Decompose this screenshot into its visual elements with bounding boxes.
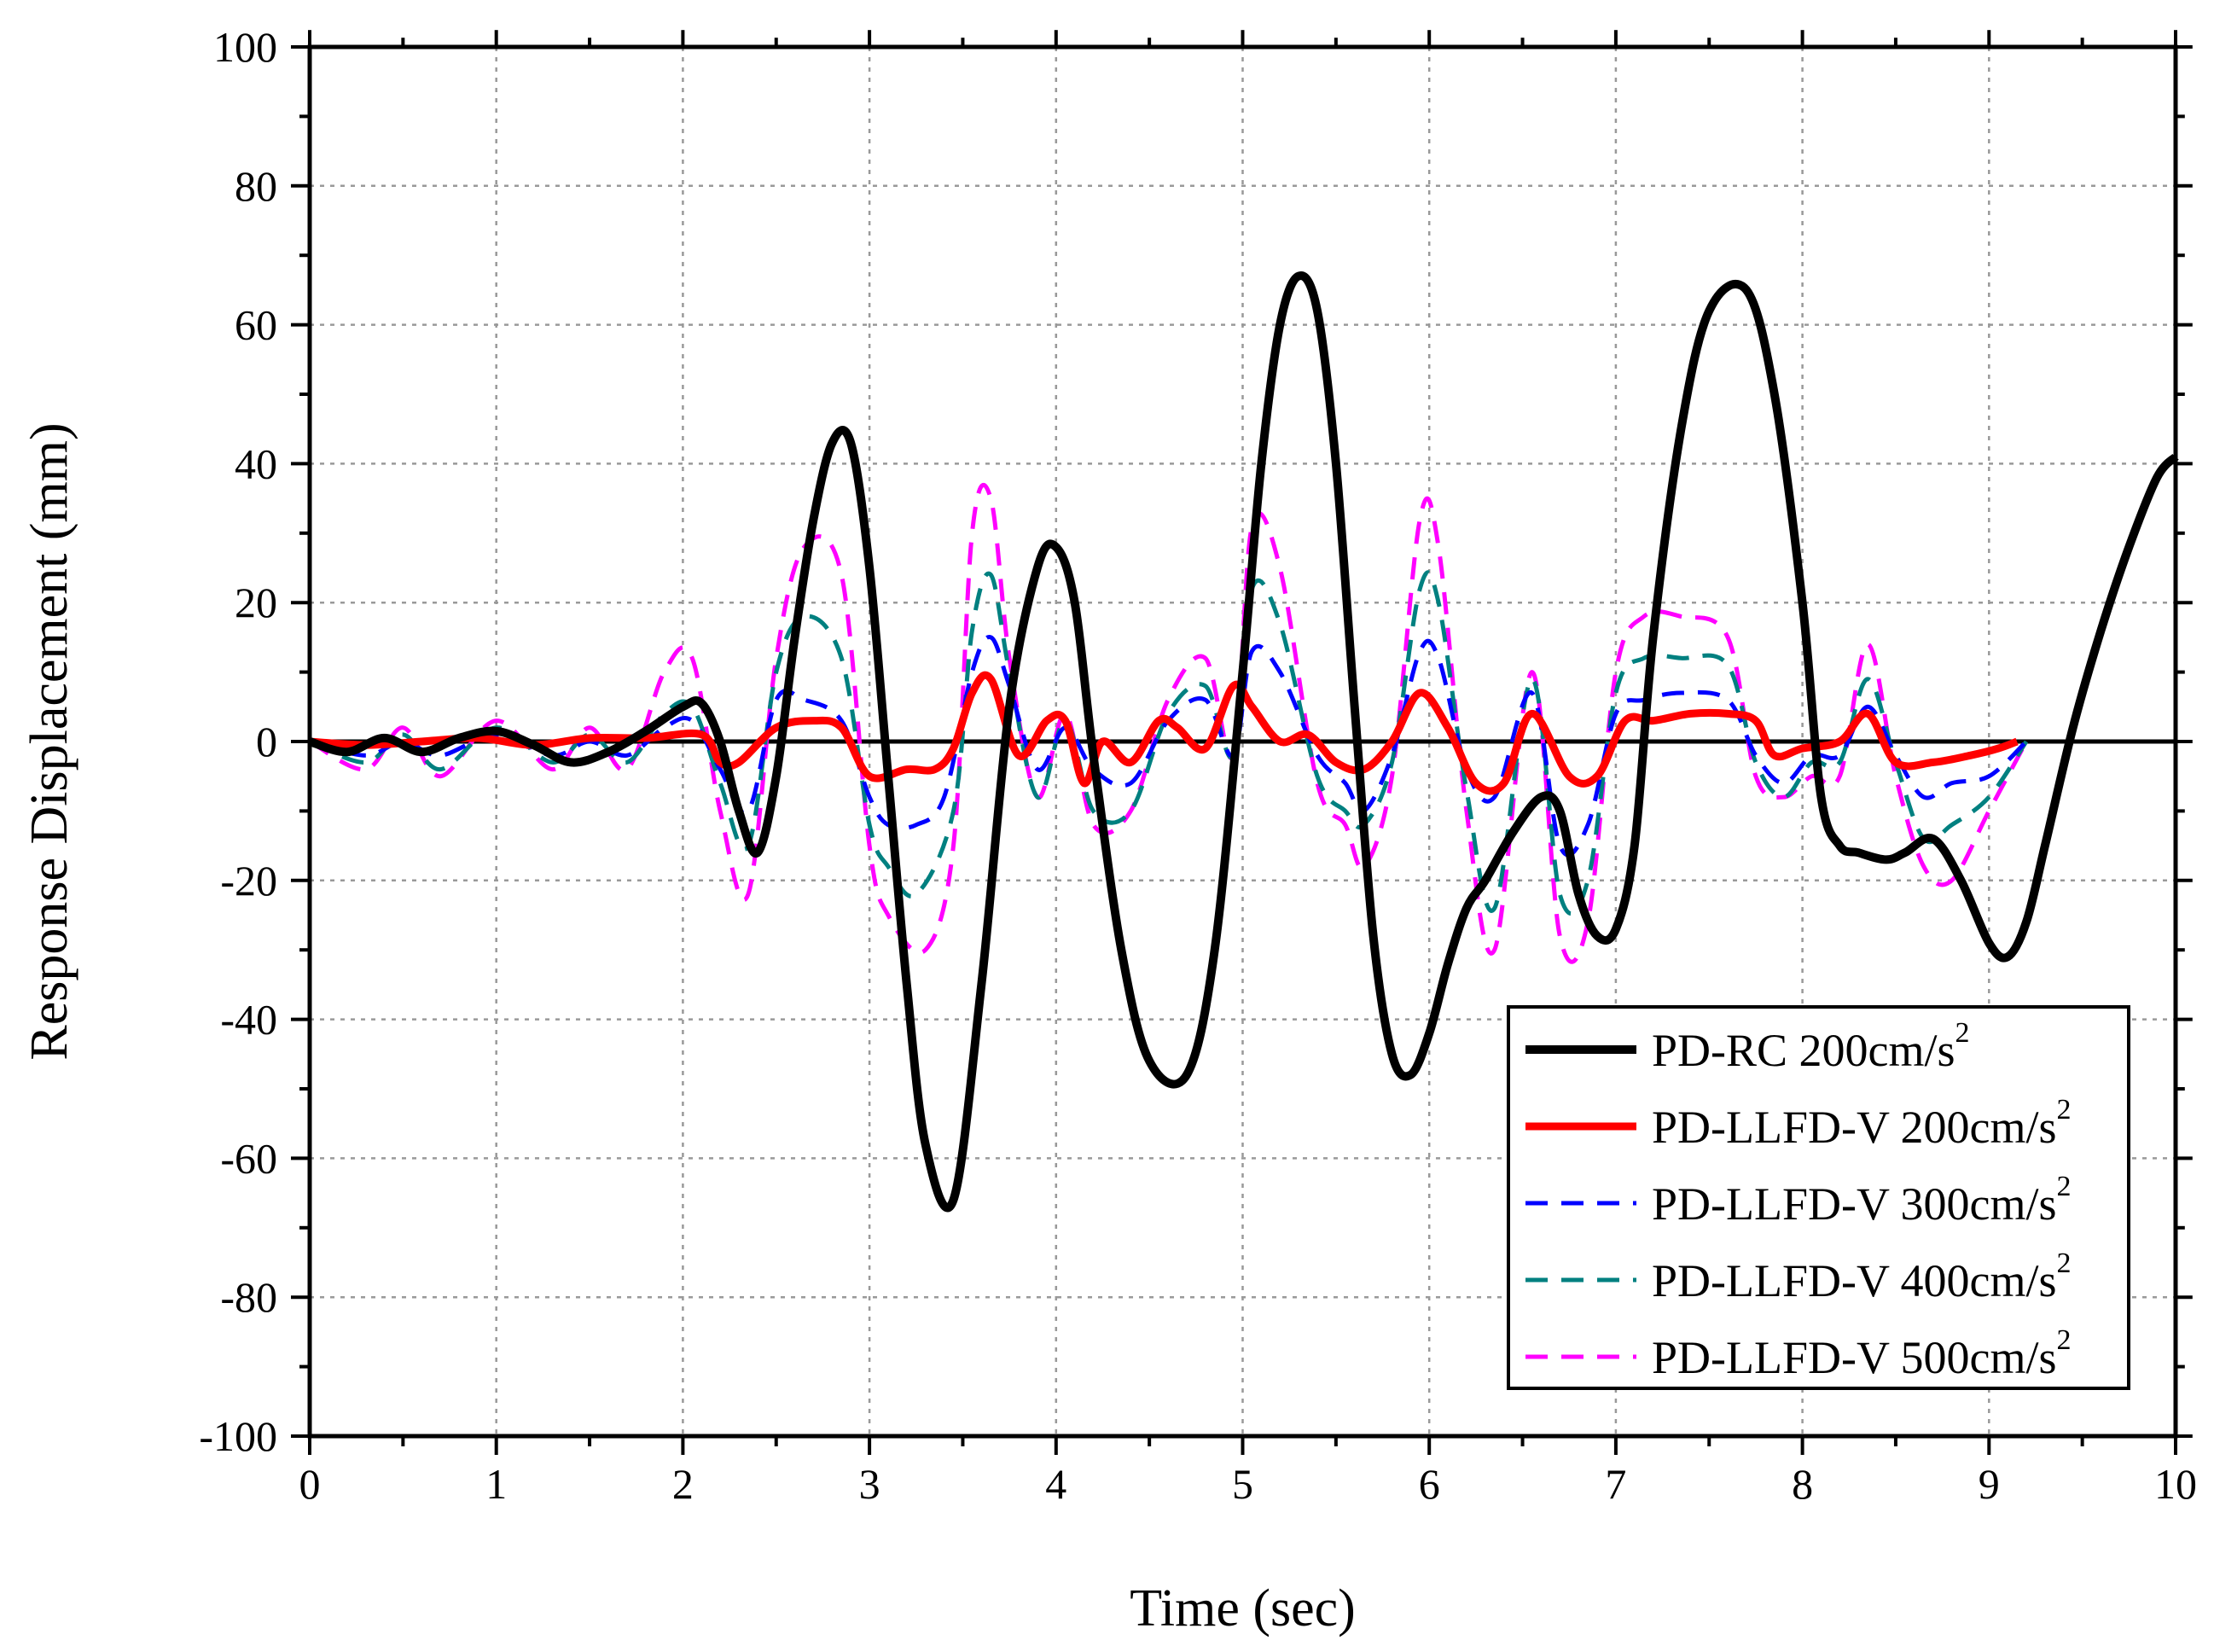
- ticks: [291, 30, 2193, 1455]
- legend: PD-RC 200cm/s2 PD-LLFD-V 200cm/s2 PD-LLFD-…: [1507, 1005, 2130, 1390]
- x-tick-label: 8: [1792, 1460, 1813, 1508]
- x-tick-label: 0: [299, 1460, 321, 1508]
- y-tick-label: 100: [213, 23, 277, 71]
- x-tick-label: 1: [485, 1460, 507, 1508]
- y-tick-label: 20: [235, 579, 277, 626]
- legend-label-sup-3: 2: [2057, 1171, 2072, 1202]
- legend-label-sup-5: 2: [2057, 1324, 2072, 1356]
- legend-label-sup-4: 2: [2057, 1248, 2072, 1279]
- y-tick-label: -100: [199, 1412, 277, 1460]
- y-tick-label: -20: [220, 857, 277, 905]
- x-tick-label: 3: [859, 1460, 880, 1508]
- y-tick-label: 40: [235, 439, 277, 487]
- legend-label-1: PD-RC 200cm/s2: [1652, 1017, 1970, 1076]
- legend-label-5: PD-LLFD-V 500cm/s2: [1652, 1324, 2072, 1383]
- x-tick-label: 9: [1979, 1460, 2000, 1508]
- y-axis-title: Response Displacement (mm): [20, 422, 78, 1060]
- x-tick-label: 6: [1419, 1460, 1440, 1508]
- y-tick-label: 60: [235, 301, 277, 349]
- legend-label-3: PD-LLFD-V 300cm/s2: [1652, 1171, 2072, 1230]
- x-tick-label: 2: [672, 1460, 694, 1508]
- x-tick-label: 4: [1045, 1460, 1066, 1508]
- y-tick-label: -60: [220, 1134, 277, 1182]
- x-tick-label: 7: [1605, 1460, 1626, 1508]
- y-tick-label: 80: [235, 162, 277, 210]
- legend-label-4: PD-LLFD-V 400cm/s2: [1652, 1248, 2072, 1306]
- series-layer: [308, 271, 2179, 1213]
- y-tick-label: 0: [256, 718, 277, 765]
- x-axis-title: Time (sec): [1130, 1579, 1356, 1637]
- tick-labels: 0 1 2 3 4 5 6 7 8 9 10 100 80 60 40 20 0 -20 -40 -60 -80 -100: [199, 23, 2197, 1508]
- legend-box: [1507, 1005, 2130, 1390]
- x-tick-label: 10: [2154, 1460, 2197, 1508]
- y-tick-label: -40: [220, 996, 277, 1044]
- legend-label-sup-1: 2: [1955, 1017, 1970, 1049]
- series-line-2: [309, 671, 2019, 795]
- legend-label-sup-2: 2: [2057, 1094, 2072, 1126]
- series-line-1: [308, 271, 2179, 1213]
- y-tick-label: -80: [220, 1273, 277, 1321]
- legend-label-2: PD-LLFD-V 200cm/s2: [1652, 1094, 2072, 1153]
- x-tick-label: 5: [1232, 1460, 1253, 1508]
